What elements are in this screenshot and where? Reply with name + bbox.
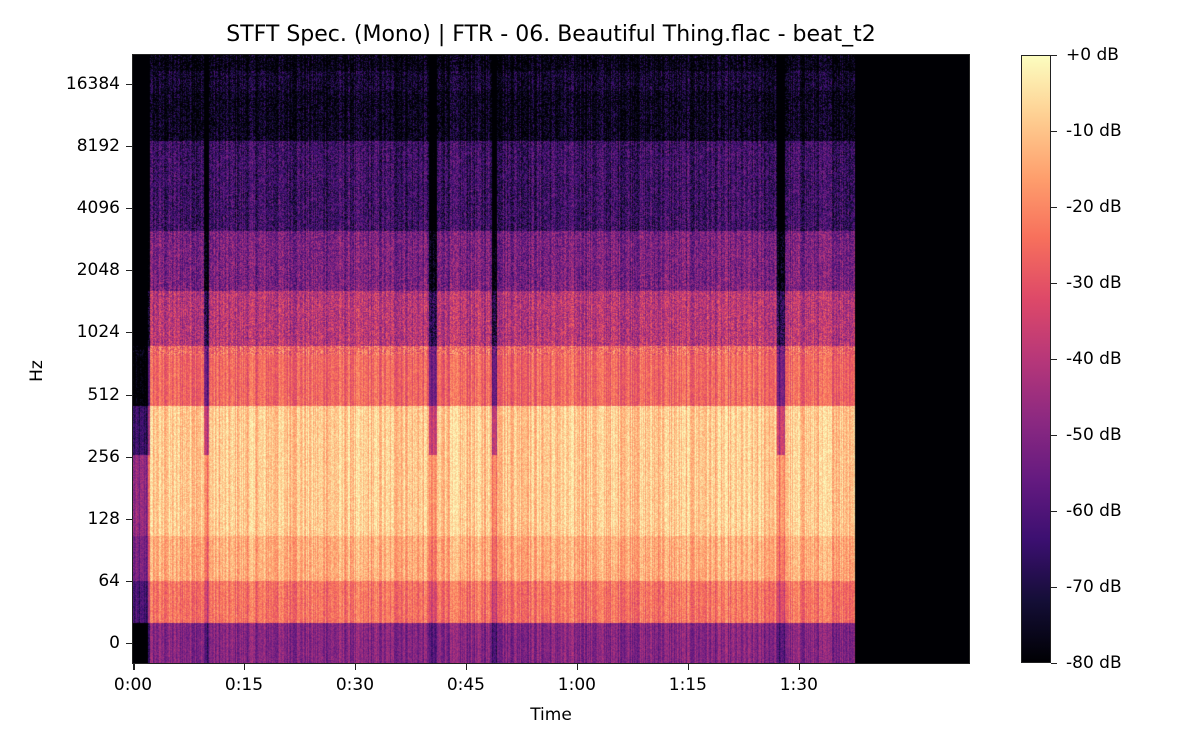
y-tick-label: 128 (87, 508, 120, 529)
y-tick-mark (126, 208, 132, 210)
y-tick-mark (126, 518, 132, 520)
y-tick-mark (126, 146, 132, 148)
colorbar-tick-label: -10 dB (1066, 121, 1122, 141)
x-tick-mark (133, 664, 135, 670)
y-tick-mark (126, 84, 132, 85)
colorbar-tick-mark (1051, 435, 1057, 436)
y-tick-label: 0 (109, 632, 120, 653)
y-tick-label: 512 (87, 384, 120, 405)
y-tick-label: 1024 (76, 322, 120, 343)
y-tick-label: 64 (98, 570, 120, 591)
x-tick-label: 1:15 (668, 675, 707, 695)
colorbar-tick-label: +0 dB (1066, 45, 1119, 65)
y-tick-label: 256 (87, 446, 120, 467)
x-tick-mark (576, 664, 579, 670)
x-tick-label: 0:15 (224, 675, 264, 695)
y-tick-label: 16384 (65, 74, 120, 94)
colorbar-tick-label: -70 dB (1066, 577, 1122, 597)
y-tick-label: 2048 (76, 260, 120, 281)
colorbar-tick-label: -30 dB (1066, 273, 1122, 293)
y-tick-mark (126, 394, 132, 396)
x-tick-label: 1:30 (779, 675, 818, 695)
spectrogram-heatmap (133, 55, 969, 663)
x-tick-label: 0:30 (335, 675, 375, 695)
x-axis-title: Time (530, 705, 572, 725)
x-tick-label: 1:00 (557, 675, 596, 695)
y-tick-mark (126, 456, 132, 458)
x-tick-mark (798, 664, 801, 670)
colorbar-tick-label: -20 dB (1066, 197, 1122, 217)
x-tick-mark (687, 664, 690, 670)
colorbar-tick-mark (1051, 131, 1057, 132)
x-tick-label: 0:45 (446, 675, 485, 695)
colorbar (1021, 55, 1051, 663)
y-tick-mark (126, 580, 132, 582)
x-tick-mark (465, 664, 468, 670)
colorbar-tick-label: -80 dB (1066, 653, 1122, 673)
colorbar-tick-mark (1051, 283, 1057, 284)
x-tick-mark (354, 664, 357, 670)
y-tick-mark (126, 642, 132, 644)
colorbar-tick-mark (1051, 587, 1057, 588)
chart-title: STFT Spec. (Mono) | FTR - 06. Beautiful … (226, 22, 876, 47)
x-tick-label: 0:00 (113, 675, 153, 695)
colorbar-tick-label: -40 dB (1066, 349, 1122, 369)
y-tick-mark (126, 270, 132, 272)
colorbar-tick-mark (1051, 511, 1057, 512)
colorbar-tick-label: -60 dB (1066, 501, 1122, 521)
colorbar-tick-mark (1051, 359, 1057, 360)
colorbar-tick-mark (1051, 207, 1057, 208)
y-tick-label: 4096 (76, 198, 120, 219)
colorbar-tick-mark (1051, 55, 1057, 56)
y-tick-label: 8192 (76, 136, 120, 157)
colorbar-tick-label: -50 dB (1066, 425, 1122, 445)
spectrogram-plot-area (133, 55, 969, 663)
x-tick-mark (243, 664, 246, 670)
colorbar-tick-mark (1051, 663, 1057, 664)
y-tick-mark (126, 332, 132, 334)
y-axis-title: Hz (27, 360, 47, 382)
